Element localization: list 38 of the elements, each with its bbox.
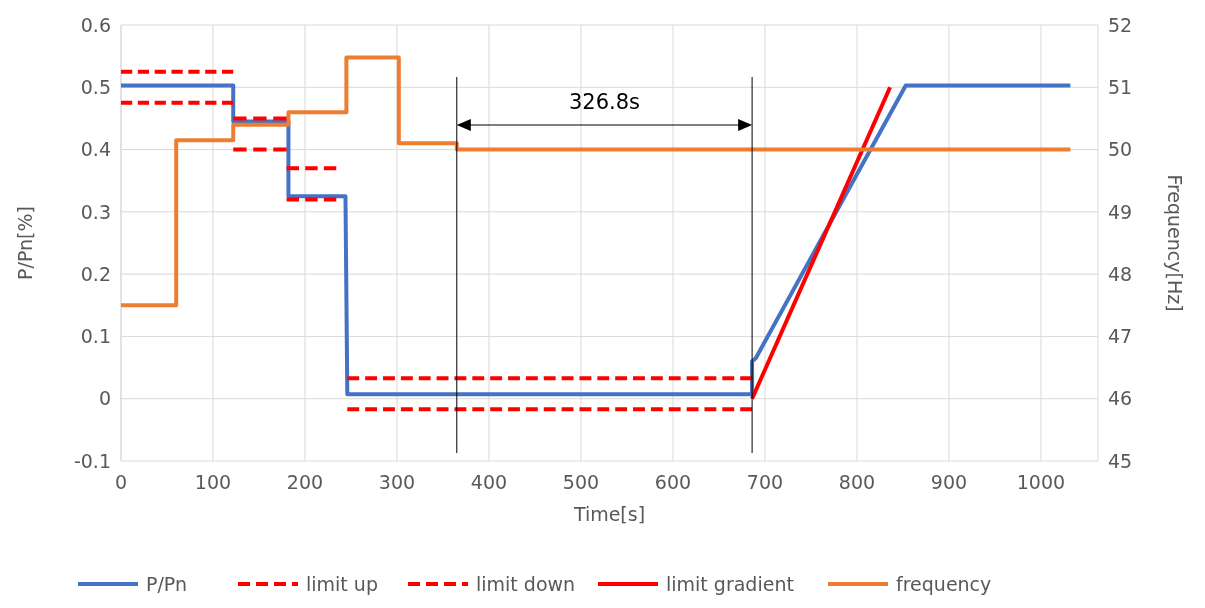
y-tick-label: 0.4 (80, 138, 111, 161)
x-axis-title: Time[s] (572, 503, 646, 525)
x-tick-label: 300 (378, 471, 416, 493)
x-tick-label: 400 (470, 471, 508, 493)
y-tick-label: -0.1 (73, 449, 111, 472)
y-tick-label: 0.3 (80, 200, 111, 223)
x-tick-label: 600 (654, 471, 692, 493)
x-tick-label: 1000 (1016, 471, 1066, 493)
y-tick-label: 0.6 (80, 13, 111, 36)
legend-label: limit gradient (666, 572, 794, 595)
y2-tick-label: 48 (1108, 262, 1133, 285)
legend-label: P/Pn (146, 572, 188, 595)
y-axis-title: P/Pn[%] (14, 206, 36, 280)
annotation: 326.8s (568, 90, 640, 114)
x-tick-label: 700 (746, 471, 784, 493)
y2-tick-label: 52 (1108, 13, 1133, 36)
y2-axis-title: Frequency[Hz] (1164, 174, 1186, 312)
x-tick-label: 0 (114, 471, 128, 493)
y-tick-label: 0 (98, 387, 111, 410)
x-tick-label: 500 (562, 471, 600, 493)
y-tick-label: 0.2 (80, 262, 111, 285)
y2-tick-label: 46 (1108, 387, 1133, 410)
y2-tick-label: 51 (1108, 75, 1133, 98)
line-series (119, 83, 1073, 397)
y2-tick-label: 49 (1108, 200, 1133, 223)
legend-label: limit up (306, 572, 378, 595)
legend-label: limit down (476, 572, 576, 595)
line-series (119, 55, 1073, 308)
y2-tick-label: 45 (1108, 449, 1133, 472)
x-tick-label: 100 (194, 471, 232, 493)
x-tick-label: 900 (930, 471, 968, 493)
x-tick-label: 800 (838, 471, 876, 493)
y2-tick-label: 50 (1108, 138, 1133, 161)
y-tick-label: 0.1 (80, 325, 111, 348)
y2-tick-label: 47 (1108, 325, 1133, 348)
x-tick-label: 200 (286, 471, 324, 493)
legend-label: frequency (896, 572, 992, 595)
y-tick-label: 0.5 (80, 75, 111, 98)
